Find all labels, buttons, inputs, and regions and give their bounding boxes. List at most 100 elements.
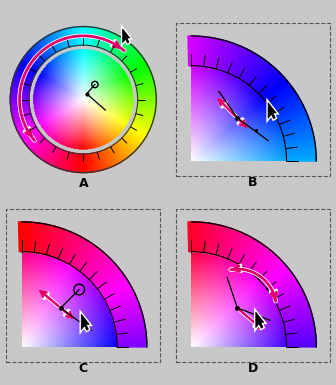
Polygon shape [76,244,95,270]
Polygon shape [136,80,154,86]
Polygon shape [190,36,194,66]
Polygon shape [10,94,29,97]
Polygon shape [265,82,290,102]
Polygon shape [286,333,316,338]
Polygon shape [111,146,123,162]
Polygon shape [138,96,156,99]
Polygon shape [116,324,145,332]
Polygon shape [205,37,213,67]
Polygon shape [69,238,86,265]
Polygon shape [286,142,315,149]
Polygon shape [272,281,299,299]
Polygon shape [26,222,31,252]
Polygon shape [36,141,49,157]
Polygon shape [285,138,315,146]
Polygon shape [18,222,22,252]
Polygon shape [192,222,196,252]
Polygon shape [125,53,141,66]
Polygon shape [136,109,155,115]
Polygon shape [33,45,47,60]
Polygon shape [81,154,83,172]
Polygon shape [15,119,33,127]
Polygon shape [124,135,139,148]
Polygon shape [126,55,142,68]
Polygon shape [10,96,29,98]
Polygon shape [24,222,28,252]
Polygon shape [137,87,156,92]
Polygon shape [38,41,50,57]
Polygon shape [18,124,35,134]
Polygon shape [100,151,108,169]
Polygon shape [197,36,202,66]
Polygon shape [74,243,93,269]
Polygon shape [136,113,154,120]
Polygon shape [117,333,146,338]
Polygon shape [11,108,30,113]
Polygon shape [251,249,271,274]
Polygon shape [20,61,37,72]
Polygon shape [96,152,103,171]
Polygon shape [137,91,156,95]
Polygon shape [261,263,286,285]
Polygon shape [125,52,140,65]
Polygon shape [256,255,278,278]
Polygon shape [138,100,156,102]
Polygon shape [81,314,89,330]
Polygon shape [12,81,31,87]
Polygon shape [284,132,313,141]
Polygon shape [284,320,314,329]
Polygon shape [190,222,194,252]
Polygon shape [274,285,302,302]
Polygon shape [97,152,104,170]
Polygon shape [263,264,287,286]
Polygon shape [213,225,223,255]
Polygon shape [11,109,30,114]
Polygon shape [34,45,48,59]
Polygon shape [134,74,152,82]
Polygon shape [126,132,142,144]
Polygon shape [118,141,131,156]
Polygon shape [287,158,316,161]
Polygon shape [114,39,126,55]
Polygon shape [106,33,115,51]
Polygon shape [65,28,71,47]
Polygon shape [119,44,132,59]
Polygon shape [54,149,62,167]
Polygon shape [253,252,275,276]
Polygon shape [271,94,298,112]
Polygon shape [70,27,75,46]
Polygon shape [132,122,150,132]
Polygon shape [63,234,79,262]
Polygon shape [137,106,156,110]
Polygon shape [64,235,81,263]
Polygon shape [115,40,127,56]
Polygon shape [285,136,314,144]
Polygon shape [111,301,139,314]
Polygon shape [137,102,156,105]
Polygon shape [101,31,110,49]
Polygon shape [194,36,198,66]
Polygon shape [270,276,296,295]
Polygon shape [10,98,29,100]
Polygon shape [188,222,191,252]
Polygon shape [213,40,223,69]
Polygon shape [133,121,151,129]
Polygon shape [106,287,133,304]
Polygon shape [79,154,82,172]
Polygon shape [18,64,36,74]
Polygon shape [270,90,296,109]
Polygon shape [129,127,146,138]
Polygon shape [55,150,63,167]
Polygon shape [80,27,82,45]
Polygon shape [48,35,58,52]
Polygon shape [69,153,74,172]
Polygon shape [81,249,102,274]
Polygon shape [279,297,307,311]
Polygon shape [128,58,144,70]
Polygon shape [10,93,29,96]
Polygon shape [286,153,316,158]
Polygon shape [93,153,98,171]
Polygon shape [109,147,119,164]
Polygon shape [35,140,48,155]
Polygon shape [224,44,238,73]
